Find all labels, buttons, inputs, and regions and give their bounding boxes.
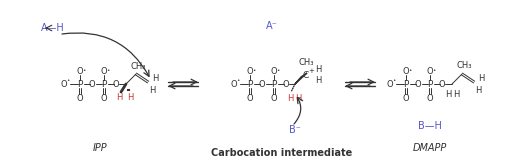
Text: O: O — [61, 80, 67, 88]
Text: •: • — [67, 78, 70, 83]
Text: O: O — [113, 80, 119, 88]
Text: O: O — [415, 80, 421, 88]
Text: B—H: B—H — [418, 121, 442, 131]
Text: H: H — [116, 92, 122, 101]
Text: H: H — [152, 74, 158, 83]
Text: O: O — [402, 67, 409, 76]
Text: O: O — [387, 80, 393, 88]
Text: H: H — [315, 65, 321, 74]
Text: H: H — [478, 74, 484, 83]
Text: O: O — [439, 80, 445, 88]
Text: •: • — [106, 68, 110, 73]
Text: H: H — [127, 92, 133, 101]
Text: H: H — [149, 85, 155, 94]
Text: +: + — [308, 68, 314, 74]
Text: O: O — [101, 93, 108, 102]
Text: P: P — [428, 80, 433, 88]
Text: O: O — [89, 80, 95, 88]
Text: H: H — [315, 76, 321, 84]
Text: O: O — [402, 93, 409, 102]
Text: P: P — [403, 80, 409, 88]
Text: A⁻: A⁻ — [266, 21, 278, 31]
Text: •: • — [276, 68, 280, 73]
Text: IPP: IPP — [93, 143, 108, 153]
Text: DMAPP: DMAPP — [413, 143, 447, 153]
Text: P: P — [271, 80, 276, 88]
Text: •: • — [82, 68, 86, 73]
Text: B⁻: B⁻ — [289, 125, 301, 135]
Text: O: O — [426, 93, 433, 102]
Text: A—H: A—H — [41, 23, 65, 33]
Text: O: O — [271, 93, 278, 102]
Text: O: O — [77, 67, 83, 76]
Text: O: O — [426, 67, 433, 76]
Text: •: • — [237, 78, 240, 83]
Text: O: O — [247, 67, 253, 76]
Text: O: O — [231, 80, 238, 88]
Text: C: C — [303, 71, 309, 80]
Text: P: P — [101, 80, 106, 88]
Text: Carbocation intermediate: Carbocation intermediate — [211, 148, 353, 158]
Text: •: • — [392, 78, 396, 83]
Text: H: H — [453, 89, 459, 98]
Text: CH₃: CH₃ — [130, 61, 146, 71]
Text: O: O — [259, 80, 265, 88]
Text: P: P — [77, 80, 82, 88]
Text: H: H — [445, 89, 451, 98]
Text: •: • — [432, 68, 436, 73]
Text: H: H — [295, 93, 301, 102]
Text: CH₃: CH₃ — [456, 60, 472, 70]
Text: •: • — [408, 68, 412, 73]
Text: H: H — [287, 93, 293, 102]
Text: O: O — [101, 67, 108, 76]
Text: O: O — [283, 80, 289, 88]
Text: O: O — [77, 93, 83, 102]
Text: P: P — [247, 80, 253, 88]
Polygon shape — [295, 73, 307, 84]
Text: O: O — [247, 93, 253, 102]
Text: CH₃: CH₃ — [298, 57, 314, 67]
Text: •: • — [252, 68, 255, 73]
Text: H: H — [475, 85, 481, 94]
Text: O: O — [271, 67, 278, 76]
